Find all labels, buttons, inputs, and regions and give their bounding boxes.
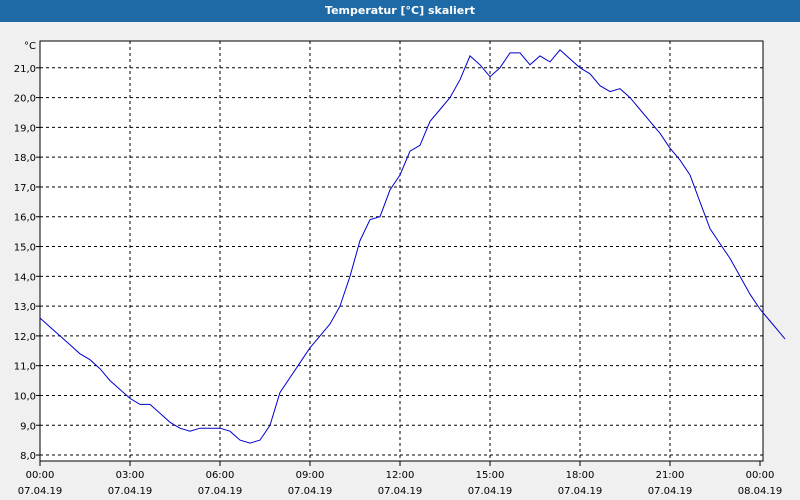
- y-tick-label: 15,0: [14, 243, 36, 254]
- y-tick-label: 11,0: [14, 362, 36, 373]
- plot-area: [39, 40, 764, 462]
- y-tick-label: 12,0: [14, 332, 36, 343]
- y-unit-label: °C: [24, 41, 36, 52]
- grid: [40, 41, 763, 461]
- y-tick-label: 19,0: [14, 123, 36, 134]
- y-tick-label: 18,0: [14, 153, 36, 164]
- x-tick-time-label: 00:00: [26, 470, 55, 481]
- x-tick-time-label: 09:00: [296, 470, 325, 481]
- y-tick-label: 13,0: [14, 302, 36, 313]
- x-tick-time-label: 21:00: [656, 470, 685, 481]
- x-tick-time-label: 18:00: [566, 470, 595, 481]
- x-tick-date-label: 07.04.19: [288, 486, 333, 497]
- x-tick-date-label: 07.04.19: [648, 486, 693, 497]
- y-tick-label: 16,0: [14, 213, 36, 224]
- y-tick-label: 8,0: [20, 451, 36, 462]
- x-tick-date-label: 07.04.19: [378, 486, 423, 497]
- y-tick-label: 20,0: [14, 94, 36, 105]
- x-tick-date-label: 07.04.19: [108, 486, 153, 497]
- x-axis: 00:00 07.04.19 03:00 07.04.19 06:00 07.04.19 0…: [18, 461, 783, 497]
- x-tick-time-label: 15:00: [476, 470, 505, 481]
- y-tick-label: 9,0: [20, 421, 36, 432]
- x-tick-time-label: 00:00: [746, 470, 775, 481]
- y-tick-label: 21,0: [14, 64, 36, 75]
- x-tick-date-label: 08.04.19: [738, 486, 783, 497]
- x-tick-date-label: 07.04.19: [198, 486, 243, 497]
- y-tick-label: 14,0: [14, 272, 36, 283]
- x-tick-date-label: 07.04.19: [558, 486, 603, 497]
- x-tick-time-label: 06:00: [206, 470, 235, 481]
- y-axis: 21,0 20,0 19,0 18,0 17,0 16,0 15,0 14,0 13,0 12,0…: [14, 64, 40, 462]
- y-tick-label: 17,0: [14, 183, 36, 194]
- x-tick-date-label: 07.04.19: [468, 486, 513, 497]
- x-tick-time-label: 12:00: [386, 470, 415, 481]
- y-tick-label: 10,0: [14, 391, 36, 402]
- window-title: Temperatur [°C] skaliert: [0, 0, 800, 22]
- temperature-series-line: [39, 49, 786, 444]
- x-tick-time-label: 03:00: [116, 470, 145, 481]
- x-tick-date-label: 07.04.19: [18, 486, 63, 497]
